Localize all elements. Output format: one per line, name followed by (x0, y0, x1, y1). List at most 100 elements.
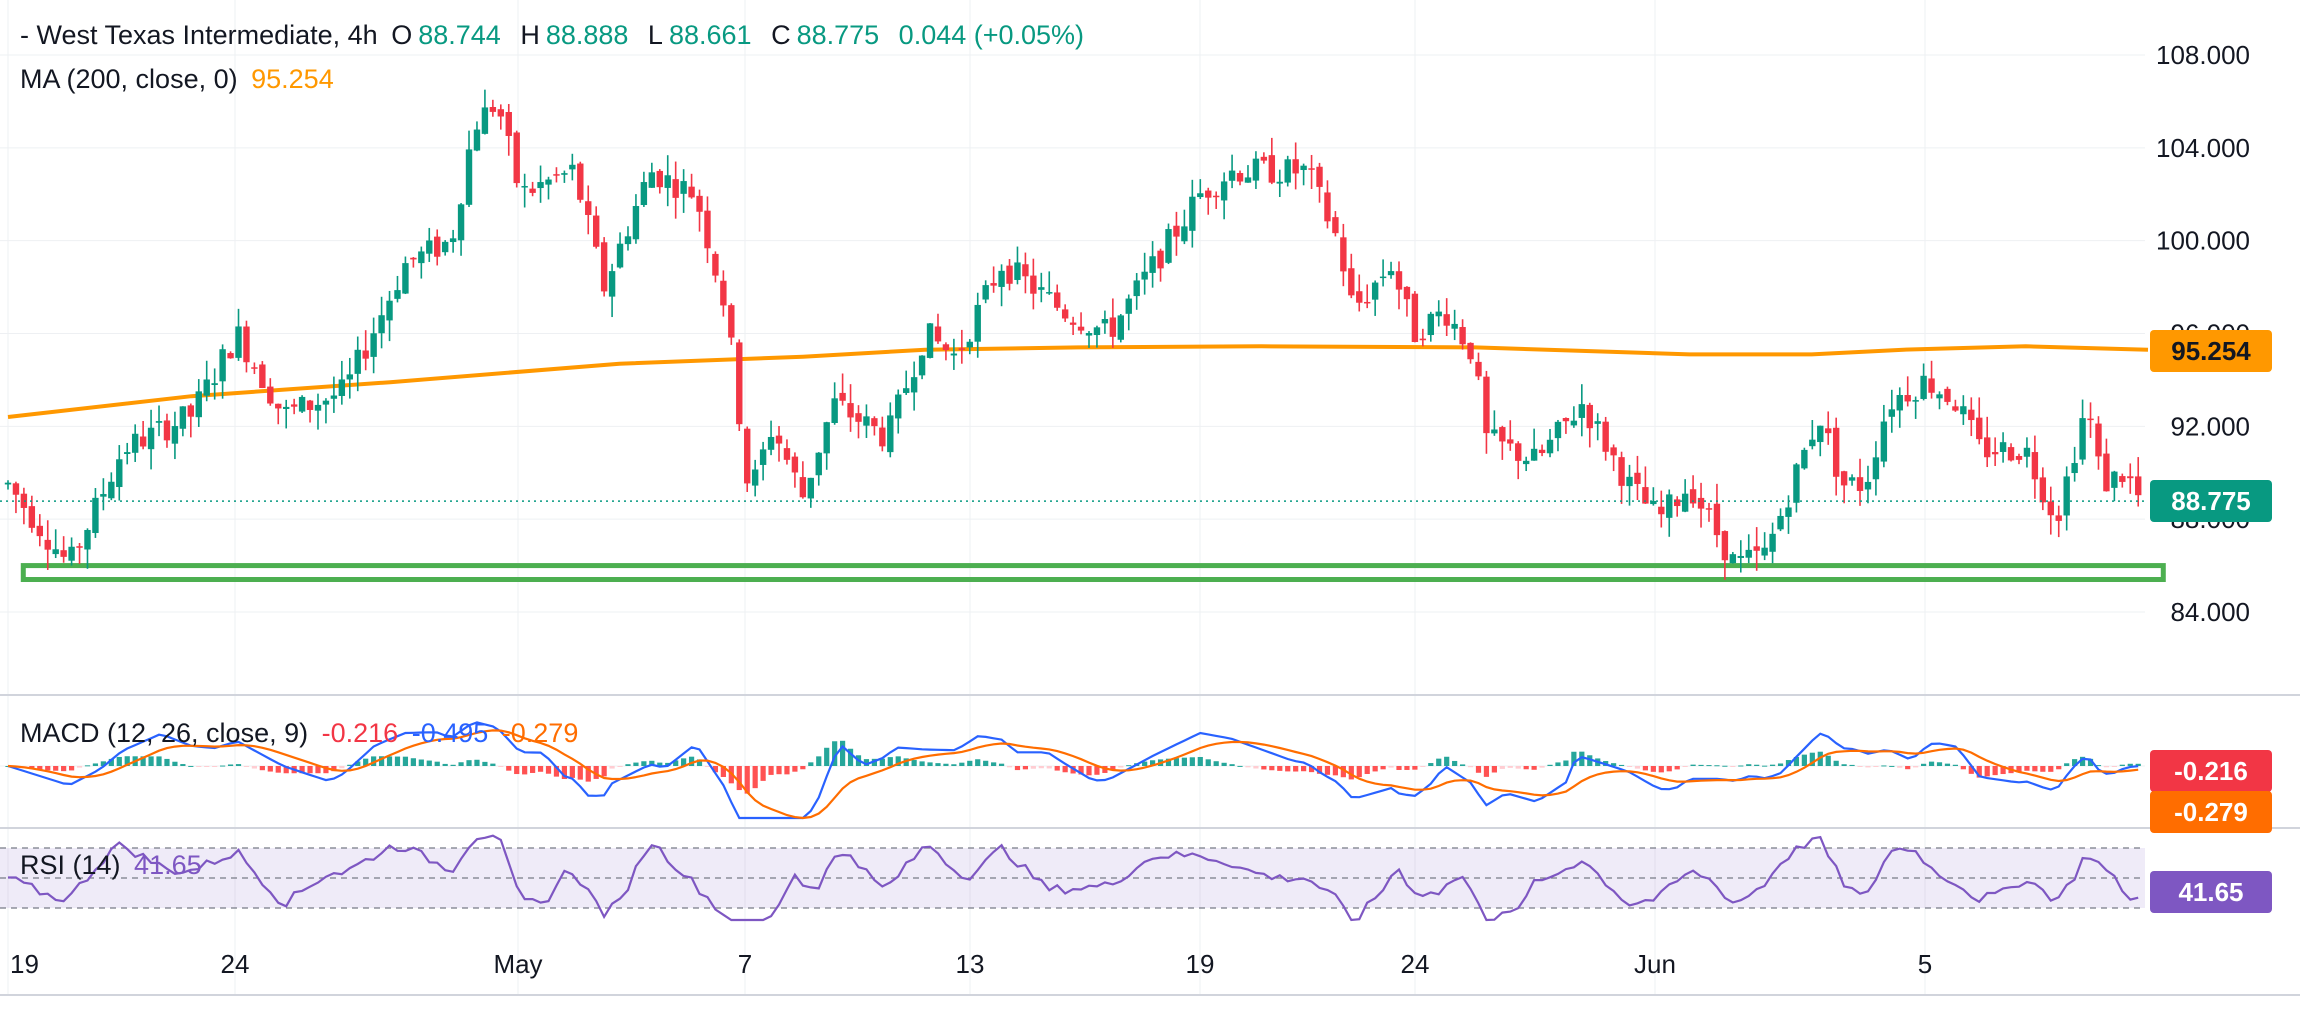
macd-histogram-bar (1960, 766, 1966, 770)
macd-histogram-bar (824, 747, 830, 766)
macd-histogram-bar (871, 758, 877, 766)
x-axis-tick-label: 24 (221, 949, 250, 979)
candle-body (1371, 282, 1379, 300)
candle-body (974, 304, 981, 342)
candle-body (847, 403, 854, 418)
candle-body (1435, 311, 1442, 317)
macd-histogram-bar (124, 756, 130, 766)
macd-histogram-bar (1944, 763, 1951, 766)
macd-histogram-bar (1754, 764, 1760, 766)
candle-body (783, 448, 791, 460)
candle-body (1562, 418, 1570, 422)
candle-body (1594, 421, 1601, 424)
macd-histogram-bar (1444, 756, 1450, 766)
candle-body (950, 353, 958, 356)
candle-body (696, 195, 703, 212)
candle-body (147, 427, 155, 450)
candle-body (2023, 447, 2031, 457)
macd-histogram-bar (1181, 757, 1187, 766)
macd-signal-line (7, 729, 2139, 820)
candle-body (1244, 177, 1252, 183)
macd-histogram-bar (299, 766, 305, 774)
macd-histogram-bar (1388, 766, 1394, 768)
candle-body (815, 452, 822, 476)
macd-histogram-bar (116, 756, 122, 766)
macd-histogram-bar (593, 766, 599, 779)
candle-body (624, 236, 632, 245)
macd-histogram-bar (1364, 766, 1370, 774)
candle-body (1324, 192, 1331, 222)
candle-body (2015, 455, 2023, 460)
candle-body (1872, 457, 1880, 480)
x-axis-tick-label: Jun (1634, 949, 1676, 979)
y-axis-tick-label: 92.000 (2170, 411, 2250, 441)
candle-body (171, 426, 179, 444)
macd-histogram-bar (1396, 766, 1402, 770)
candle-body (1117, 315, 1124, 340)
macd-histogram-bar (911, 760, 917, 766)
macd-histogram-bar (951, 764, 957, 766)
candle-body (871, 418, 878, 427)
candle-body (473, 129, 481, 151)
candle-body (195, 391, 202, 418)
candle-body (1888, 409, 1896, 417)
macd-histogram-bar (1809, 752, 1815, 766)
candle-body (2135, 476, 2142, 496)
macd-histogram-bar (1038, 766, 1044, 769)
macd-histogram-bar (561, 766, 567, 780)
last-price-tag: 88.775 (2150, 480, 2272, 522)
candle-body (521, 186, 528, 188)
candle-body (2127, 476, 2134, 479)
macd-histogram-bar (832, 741, 838, 766)
candle-body (918, 355, 926, 376)
macd-histogram-bar (903, 758, 909, 766)
candle-body (942, 344, 950, 351)
macd-histogram-bar (307, 766, 313, 774)
macd-histogram-bar (1491, 766, 1497, 773)
macd-line-value: -0.495 (411, 718, 489, 748)
candle-body (1785, 507, 1792, 517)
macd-histogram-bar (625, 764, 631, 766)
candle-body (1427, 313, 1434, 336)
macd-histogram-bar (1746, 764, 1752, 766)
macd-histogram-bar (1913, 766, 1919, 768)
candle-body (990, 283, 997, 286)
macd-histogram-bar (1030, 766, 1036, 769)
candle-body (998, 270, 1005, 287)
candle-body (1459, 327, 1466, 345)
x-axis-tick-label: May (493, 949, 542, 979)
candle-body (1069, 322, 1077, 325)
macd-histogram-bar (1793, 757, 1800, 766)
macd-histogram-bar (1165, 758, 1172, 766)
macd-histogram-bar (1841, 764, 1847, 766)
candle-body (108, 481, 115, 499)
candle-body (434, 236, 441, 257)
macd-histogram-bar (522, 766, 528, 775)
candle-body (569, 164, 576, 170)
candle-body (608, 271, 616, 297)
macd-histogram-bar (339, 766, 345, 769)
macd-histogram-bar (1006, 766, 1013, 768)
macd-legend: MACD (12, 26, close, 9) -0.216 -0.495 -0… (20, 718, 584, 749)
macd-histogram-bar (1785, 760, 1792, 766)
low-label: L (647, 20, 663, 50)
candle-body (1014, 262, 1021, 280)
candle-body (251, 367, 258, 369)
macd-histogram-bar (1459, 764, 1466, 766)
candle-body (1681, 493, 1689, 512)
candle-body (1149, 256, 1156, 273)
macd-histogram-bar (1467, 766, 1474, 768)
candle-body (926, 323, 934, 358)
candle-body (426, 240, 433, 254)
macd-histogram-bar (1881, 765, 1887, 767)
candle-body (1968, 409, 1975, 421)
macd-histogram-bar (2135, 763, 2141, 766)
macd-histogram-bar (935, 763, 941, 766)
candle-body (203, 379, 210, 396)
macd-histogram-bar (696, 759, 703, 766)
candle-body (1856, 477, 1864, 491)
macd-histogram-bar (1547, 764, 1553, 766)
macd-histogram-bar (1126, 765, 1132, 767)
candle-body (1181, 226, 1188, 242)
